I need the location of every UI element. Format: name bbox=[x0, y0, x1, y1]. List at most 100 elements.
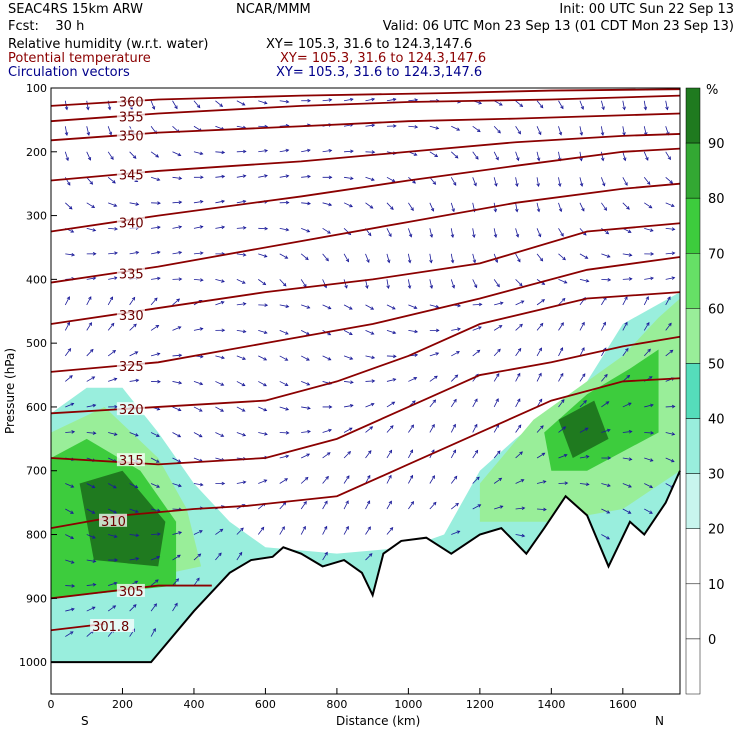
vector-arrow bbox=[493, 477, 502, 484]
vector-arrow bbox=[86, 534, 96, 539]
vector-arrow bbox=[386, 425, 394, 433]
vector-arrow-head bbox=[156, 352, 161, 356]
vector-arrow bbox=[172, 354, 182, 357]
vector-arrow-head bbox=[607, 456, 612, 460]
y-tick-label: 100 bbox=[26, 82, 47, 95]
vector-arrow bbox=[344, 150, 354, 153]
vector-arrow-head bbox=[453, 475, 458, 480]
vector-arrow bbox=[579, 151, 582, 161]
vector-arrow-head bbox=[156, 177, 161, 181]
vector-arrow bbox=[86, 606, 96, 612]
vector-arrow-head bbox=[178, 531, 183, 535]
vector-arrow-head bbox=[496, 283, 500, 288]
vector-arrow-head bbox=[284, 382, 289, 386]
vector-arrow-head bbox=[157, 379, 161, 384]
vector-arrow bbox=[450, 279, 455, 289]
vector-arrow-head bbox=[92, 228, 97, 232]
vector-arrow-head bbox=[579, 132, 584, 136]
vector-arrow bbox=[622, 375, 630, 382]
vector-arrow bbox=[193, 278, 203, 281]
vector-arrow-head bbox=[368, 450, 372, 454]
vector-arrow-head bbox=[70, 510, 74, 514]
vector-arrow-head bbox=[135, 533, 140, 538]
vector-arrow-head bbox=[432, 399, 437, 404]
vector-arrow bbox=[579, 228, 587, 236]
vector-arrow-head bbox=[157, 201, 161, 205]
vector-arrow bbox=[215, 226, 225, 229]
vector-arrow bbox=[450, 151, 459, 159]
vector-arrow bbox=[536, 299, 545, 306]
vector-arrow bbox=[601, 177, 605, 186]
vector-arrow bbox=[622, 431, 632, 433]
theta-contour-label: 310 bbox=[101, 515, 126, 530]
vector-arrow bbox=[429, 228, 433, 238]
vector-arrow bbox=[472, 476, 480, 484]
vector-arrow-head bbox=[306, 229, 311, 233]
vector-arrow bbox=[300, 477, 309, 484]
theta-label-bg bbox=[99, 513, 128, 527]
vector-arrow bbox=[579, 177, 583, 187]
colorbar-label: 90 bbox=[708, 137, 725, 152]
y-tick-label: 400 bbox=[26, 273, 47, 286]
x-tick-label: 1400 bbox=[537, 698, 565, 711]
theta-contour bbox=[50, 377, 681, 530]
vector-arrow bbox=[129, 557, 139, 561]
vector-arrow bbox=[343, 404, 353, 408]
vector-arrow bbox=[665, 151, 671, 160]
vector-arrow bbox=[365, 500, 370, 510]
vector-arrow bbox=[343, 228, 351, 235]
vector-arrow-head bbox=[371, 177, 375, 182]
vector-arrow bbox=[493, 348, 501, 357]
vector-arrow-head bbox=[221, 199, 226, 204]
vector-arrow bbox=[536, 253, 543, 262]
vector-arrow bbox=[622, 322, 628, 331]
vector-arrow-head bbox=[350, 149, 354, 154]
vector-arrow-head bbox=[92, 559, 97, 563]
vector-arrow-head bbox=[457, 327, 461, 331]
colorbar-swatch bbox=[685, 638, 701, 695]
y-tick-label: 200 bbox=[26, 146, 47, 159]
theta-label-bg bbox=[116, 359, 145, 373]
vector-arrow bbox=[322, 526, 328, 535]
vector-arrow-head bbox=[65, 157, 69, 162]
vector-arrow bbox=[386, 279, 389, 289]
vector-arrow bbox=[579, 100, 584, 110]
vector-arrow-head bbox=[564, 481, 569, 485]
vector-arrow bbox=[172, 226, 182, 229]
vector-arrow bbox=[129, 379, 139, 382]
vector-arrow-head bbox=[110, 322, 115, 327]
vector-arrow-head bbox=[327, 331, 332, 336]
header-line1-right: Init: 00 UTC Sun 22 Sep 13 bbox=[559, 2, 734, 17]
vector-arrow bbox=[365, 253, 370, 263]
vector-arrow bbox=[408, 304, 417, 309]
vector-arrow-head bbox=[199, 225, 204, 229]
vector-arrow-head bbox=[92, 276, 97, 281]
vector-arrow-head bbox=[304, 476, 309, 481]
vector-arrow-head bbox=[263, 254, 268, 258]
vector-arrow-head bbox=[435, 352, 440, 356]
vector-arrow-head bbox=[409, 449, 414, 454]
vector-arrow bbox=[408, 424, 414, 433]
vector-arrow-head bbox=[156, 555, 161, 560]
vector-arrow-head bbox=[242, 149, 247, 154]
vector-arrow-head bbox=[70, 484, 75, 488]
vector-arrow-head bbox=[600, 132, 605, 136]
vector-arrow bbox=[300, 279, 307, 288]
vector-arrow-head bbox=[71, 607, 75, 612]
vector-arrow-head bbox=[285, 200, 290, 205]
vector-arrow bbox=[579, 400, 587, 408]
vector-arrow-head bbox=[177, 554, 181, 559]
vector-arrow bbox=[665, 100, 668, 110]
vector-arrow-head bbox=[561, 399, 565, 403]
vector-arrow-head bbox=[324, 551, 328, 556]
vector-arrow bbox=[601, 202, 607, 211]
colorbar-swatch bbox=[685, 363, 701, 419]
theta-label-bg bbox=[116, 308, 145, 322]
vector-arrow-head bbox=[238, 551, 243, 556]
vector-arrow-head bbox=[606, 254, 611, 258]
theta-contour-label: 335 bbox=[119, 268, 144, 283]
vector-arrow-head bbox=[366, 259, 370, 263]
vector-arrow bbox=[86, 151, 91, 161]
vector-arrow-head bbox=[66, 296, 70, 300]
vector-arrow-head bbox=[344, 284, 348, 289]
